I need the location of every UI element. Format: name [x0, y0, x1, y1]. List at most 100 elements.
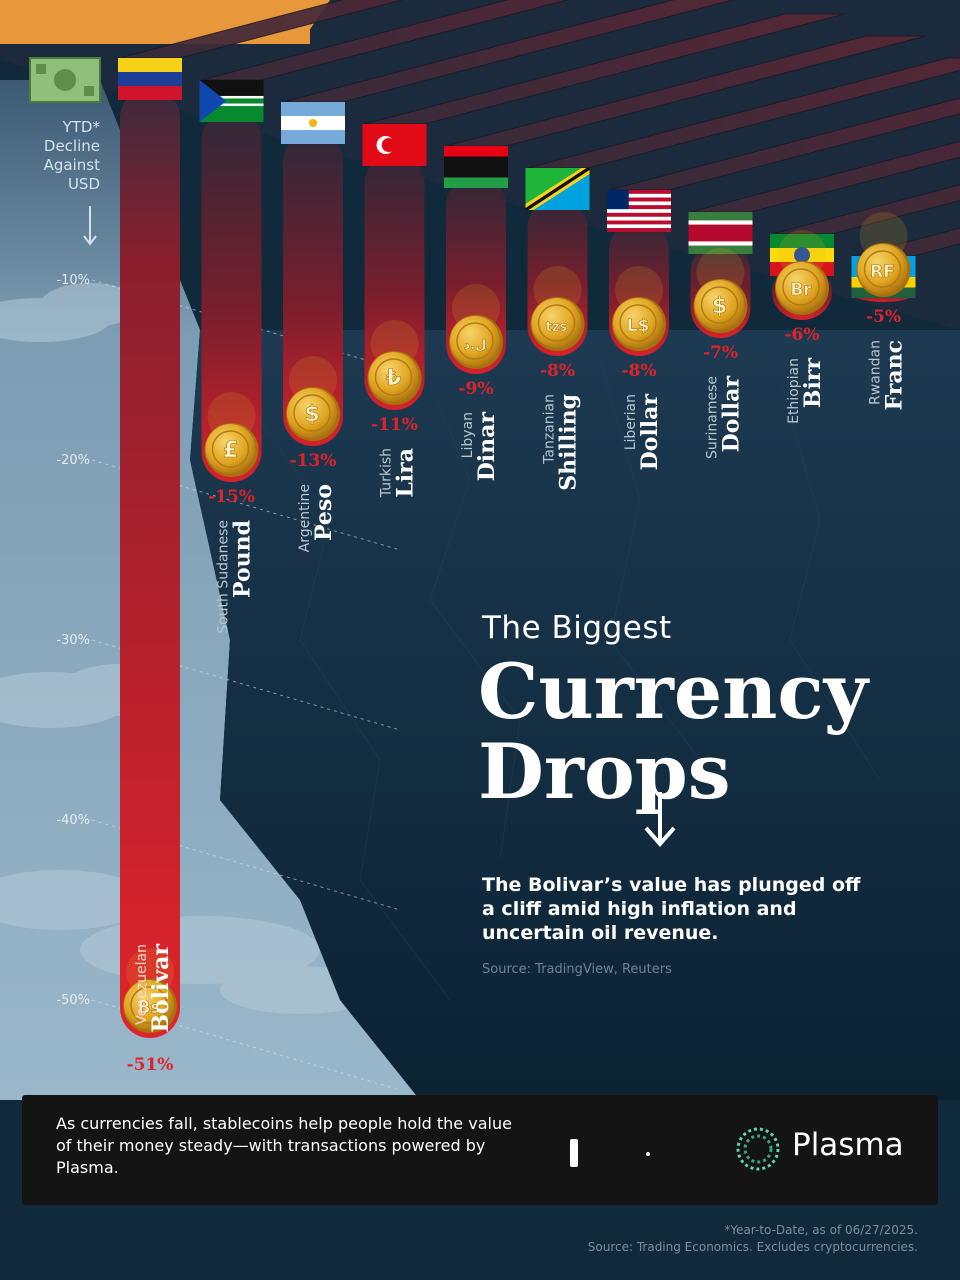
coin-symbol: L$: [627, 316, 650, 336]
flag-part: [688, 220, 753, 225]
coin-rim: [537, 304, 576, 342]
footnote: *Year-to-Date, as of 06/27/2025. Source:…: [588, 1222, 918, 1256]
country-name: Surinamese: [705, 376, 721, 459]
flag-part: [199, 80, 227, 122]
value-label: -9%: [458, 379, 493, 399]
flag-part: [444, 156, 508, 178]
flag-part: [607, 220, 671, 225]
subtitle: The Bolivar’s value has plunged off a cl…: [482, 874, 861, 944]
coin-rim: [374, 358, 413, 396]
banner-dot: [646, 1152, 650, 1156]
flag-part: [281, 130, 345, 144]
footnote-line-1: *Year-to-Date, as of 06/27/2025.: [724, 1223, 918, 1237]
chart-title: Currency Drops: [478, 652, 938, 812]
currency-name: Lira: [393, 448, 419, 498]
country-name: Liberian: [623, 394, 639, 450]
dollar-corner: [36, 64, 46, 74]
coin-symbol: $: [712, 294, 727, 319]
flag-part: [607, 190, 629, 210]
flag-part: [607, 212, 671, 217]
country-name: Rwandan: [868, 340, 884, 405]
currency-name: Bolivar: [148, 944, 174, 1033]
sponsor-banner: As currencies fall, stablecoins help peo…: [22, 1095, 938, 1205]
country-name: Ethiopian: [786, 358, 802, 424]
south-sudan-flag-icon: [199, 80, 264, 122]
turkey-flag-icon: [362, 124, 427, 166]
y-tick-label: -50%: [56, 993, 90, 1008]
value-label: -15%: [208, 487, 255, 507]
value-label: -6%: [784, 325, 819, 345]
value-label: -7%: [703, 343, 738, 363]
currency-name: Pound: [230, 520, 256, 598]
gridlines: -10% -20% -30% -40% -50%: [56, 273, 401, 1091]
currency-name: Dinar: [474, 412, 500, 482]
flag-part: [199, 80, 264, 96]
currency-name: Shilling: [556, 394, 582, 491]
coin-rim: [782, 268, 820, 306]
value-label: -8%: [621, 361, 656, 381]
value-label: -8%: [540, 361, 575, 381]
flag-part: [688, 241, 753, 246]
flag-part: [525, 168, 590, 210]
flag-part: [607, 228, 671, 232]
flag-part: [607, 224, 671, 229]
coin-rim: [211, 430, 250, 468]
flag-part: [607, 205, 671, 210]
title-line-1: Currency: [478, 647, 868, 736]
country-name: Tanzanian: [542, 394, 558, 465]
bar: [120, 88, 180, 1038]
tanzania-flag-icon: [525, 168, 590, 210]
country-name: Turkish: [379, 448, 395, 498]
flag-part: [199, 95, 264, 99]
source-note: Source: TradingView, Reuters: [482, 962, 672, 977]
value-label: -51%: [127, 1055, 174, 1075]
y-tick-label: -40%: [56, 813, 90, 828]
coin-symbol: tzs: [546, 320, 568, 335]
flag-part: [381, 138, 396, 152]
coin-rim: [456, 322, 494, 360]
flag-part: [607, 216, 671, 221]
currency-name: Peso: [311, 484, 337, 541]
bar: [283, 132, 343, 446]
value-label: -11%: [371, 415, 418, 435]
value-label: -5%: [866, 307, 901, 327]
libya-flag-icon: [444, 146, 508, 188]
flag-part: [118, 86, 182, 100]
flag-part: [688, 245, 753, 254]
bar: [364, 154, 425, 410]
flag-part: [309, 119, 317, 127]
gridline: [91, 459, 401, 551]
coin-symbol: ل.د: [464, 338, 487, 353]
argentina-flag-icon: [281, 102, 345, 144]
currency-name: Birr: [800, 358, 826, 409]
sky-area: [0, 80, 420, 1100]
currency-name: Dollar: [719, 376, 745, 453]
arrow-down-icon: [83, 206, 97, 246]
gridline: [91, 279, 401, 371]
coin-symbol: Br: [790, 280, 812, 300]
flag-part: [118, 72, 182, 86]
flag-part: [607, 209, 671, 213]
flag-part: [770, 234, 834, 248]
flag-part: [118, 58, 182, 72]
bar-group-dollar: L$ -8% Liberian Dollar: [607, 97, 960, 470]
axis-title: YTD* Decline Against USD: [43, 118, 100, 193]
